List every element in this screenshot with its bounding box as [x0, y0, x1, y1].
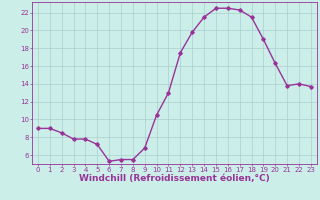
X-axis label: Windchill (Refroidissement éolien,°C): Windchill (Refroidissement éolien,°C)	[79, 174, 270, 183]
